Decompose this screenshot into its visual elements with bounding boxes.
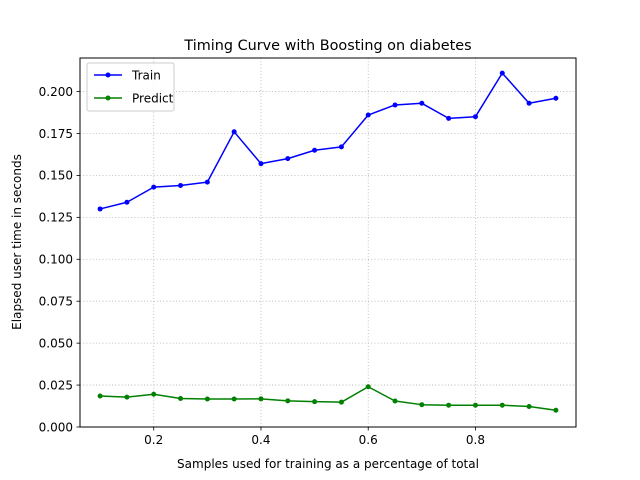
y-tick-label: 0.050 (39, 336, 73, 350)
train-data-point (446, 115, 452, 121)
train-data-point (124, 199, 130, 205)
predict-data-point (97, 393, 103, 399)
train-data-point (231, 129, 237, 135)
predict-data-point (392, 398, 398, 404)
train-series-line (99, 72, 557, 210)
train-data-point (151, 184, 157, 190)
legend: Train Predict (86, 62, 175, 112)
train-data-point (392, 102, 398, 108)
predict-series-line (100, 386, 556, 411)
train-data-point (258, 161, 264, 167)
train-data-point (338, 144, 344, 150)
y-tick-label: 0.150 (39, 169, 73, 183)
train-data-point (365, 112, 371, 118)
x-axis-label: Samples used for training as a percentag… (177, 457, 479, 471)
train-data-point (178, 182, 184, 188)
x-tick-label: 0.4 (251, 433, 270, 447)
y-axis-label: Elapsed user time in seconds (10, 154, 24, 330)
train-data-point (499, 70, 505, 76)
train-data-point (285, 156, 291, 162)
legend-predict-label: Predict (132, 92, 174, 106)
predict-data-point (231, 396, 237, 402)
y-tick-label: 0.175 (39, 127, 73, 141)
train-data-point (526, 100, 532, 106)
plot-frame (79, 57, 577, 428)
predict-data-point (553, 407, 559, 413)
x-tick-label: 0.8 (466, 433, 485, 447)
predict-data-point (365, 384, 371, 390)
x-axis-ticks: 0.2 0.4 0.6 0.8 (144, 427, 485, 447)
predict-data-point (124, 394, 130, 400)
predict-data-point (472, 402, 478, 408)
train-data-point (419, 100, 425, 106)
data-series (97, 70, 559, 413)
predict-data-point (526, 404, 532, 410)
y-tick-label: 0.075 (39, 295, 73, 309)
predict-data-point (499, 402, 505, 408)
predict-data-point (285, 398, 291, 404)
train-data-point (204, 179, 210, 185)
x-tick-label: 0.2 (144, 433, 163, 447)
predict-data-point (258, 396, 264, 402)
y-axis-ticks: 0.000 0.025 0.050 0.075 0.100 0.125 0.150 0.175… (39, 85, 80, 434)
train-data-point (472, 114, 478, 120)
train-data-point (553, 95, 559, 101)
legend-train-marker (105, 72, 111, 78)
x-tick-label: 0.6 (359, 433, 378, 447)
y-tick-label: 0.200 (39, 85, 73, 99)
y-tick-label: 0.000 (39, 420, 73, 434)
predict-data-point (419, 402, 425, 408)
predict-data-point (446, 402, 452, 408)
train-data-point (97, 206, 103, 212)
predict-data-point (178, 395, 184, 401)
predict-data-point (312, 399, 318, 405)
chart-title: Timing Curve with Boosting on diabetes (183, 38, 471, 54)
train-data-point (312, 147, 318, 153)
y-tick-label: 0.100 (39, 253, 73, 267)
predict-data-point (338, 399, 344, 405)
predict-data-point (151, 391, 157, 397)
legend-predict-marker (105, 95, 111, 101)
legend-train-label: Train (131, 69, 161, 83)
y-tick-label: 0.125 (39, 211, 73, 225)
y-tick-label: 0.025 (39, 378, 73, 392)
predict-data-point (204, 396, 210, 402)
